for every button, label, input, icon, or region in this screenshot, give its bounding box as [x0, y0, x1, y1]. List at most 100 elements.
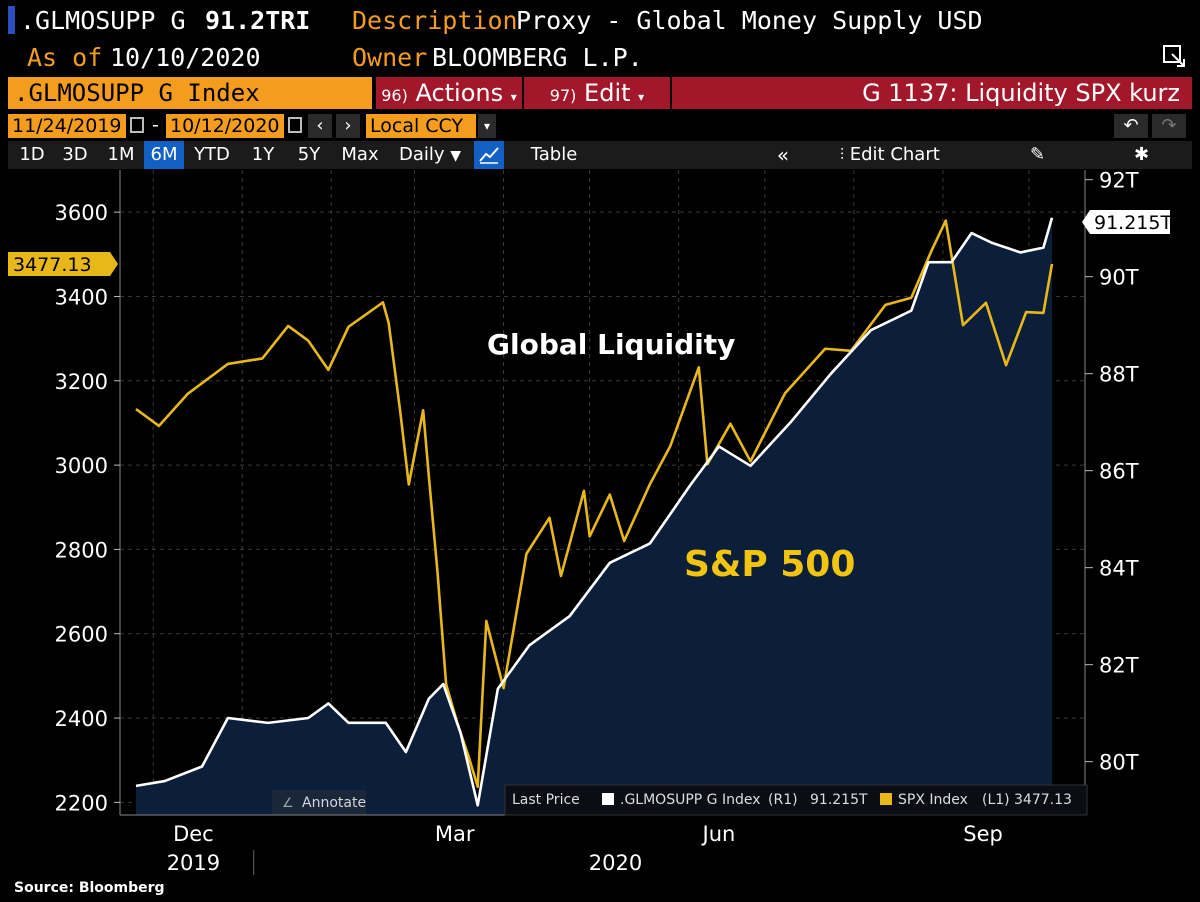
gear-icon: ✱	[1134, 144, 1150, 165]
x-tick-label: Sep	[963, 822, 1003, 846]
liquidity-last-tag: 91.215T	[1082, 210, 1172, 234]
left-tick-label: 2400	[55, 707, 108, 731]
currency-select[interactable]: Local CCY	[366, 114, 476, 138]
left-tick-label: 3200	[55, 370, 108, 394]
chart-title-bar: G 1137: Liquidity SPX kurz	[672, 77, 1192, 109]
liquidity-last-value: 91.215T	[1094, 212, 1172, 234]
x-tick-label: Mar	[435, 822, 475, 846]
actions-number: 96)	[381, 86, 408, 105]
right-tick-label: 82T	[1099, 654, 1139, 678]
chevron-down-icon: ▾	[638, 90, 645, 104]
end-date-field[interactable]: 10/12/2020	[166, 114, 284, 138]
x-axis: Dec Mar Jun Sep 2019 2020	[120, 814, 1085, 875]
left-tick-label: 2800	[55, 538, 108, 562]
legend-liquidity-axis: (R1)	[768, 792, 798, 808]
annotation-sp500: S&P 500	[684, 544, 855, 585]
ticker-symbol: .GLMOSUPP G	[20, 6, 186, 35]
annotation-global-liquidity: Global Liquidity	[487, 328, 735, 361]
pencil-icon: ✎	[1030, 144, 1046, 165]
caret-down-icon: ▼	[450, 148, 462, 164]
currency-dropdown-button[interactable]: ▾	[478, 114, 496, 138]
line-chart-icon	[479, 147, 499, 164]
right-tick-label: 88T	[1099, 363, 1139, 387]
range-max[interactable]: Max	[341, 144, 379, 165]
chevron-down-icon: ▾	[483, 119, 491, 133]
edit-menu[interactable]: 97) Edit ▾	[524, 77, 670, 109]
asof-label: As of	[27, 43, 103, 72]
next-period-button[interactable]: ›	[336, 114, 360, 138]
redo-icon: ↷	[1161, 115, 1177, 136]
range-5y[interactable]: 5Y	[297, 144, 321, 165]
left-tick-label: 3400	[55, 285, 108, 309]
range-3d[interactable]: 3D	[62, 144, 88, 165]
expand-icon[interactable]	[1162, 44, 1186, 68]
range-1y[interactable]: 1Y	[251, 144, 275, 165]
owner-label: Owner	[352, 43, 428, 72]
line-chart-toggle[interactable]	[474, 141, 504, 169]
actions-menu[interactable]: 96) Actions ▾	[376, 77, 522, 109]
undo-button[interactable]: ↶	[1114, 114, 1148, 138]
calendar-icon[interactable]	[288, 117, 302, 133]
description-label: Description	[352, 6, 518, 35]
legend: Last Price .GLMOSUPP G Index (R1) 91.215…	[504, 784, 1088, 816]
left-tick-label: 2600	[55, 623, 108, 647]
table-button[interactable]: Table	[530, 144, 578, 165]
chevron-down-icon: ▾	[510, 90, 517, 104]
right-tick-label: 90T	[1099, 266, 1139, 290]
redo-button[interactable]: ↷	[1152, 114, 1186, 138]
edit-chart-button[interactable]: ⫶ Edit Chart	[840, 141, 940, 169]
range-6m[interactable]: 6M	[144, 141, 184, 169]
spx-line	[135, 219, 1054, 789]
last-value: 91.2TRI	[205, 6, 311, 35]
collapse-button[interactable]: «	[770, 141, 796, 169]
x-year-label: 2020	[589, 851, 642, 875]
date-separator: -	[152, 114, 159, 136]
range-buttons: 1D 3D 1M 6M YTD 1Y 5Y Max Daily ▼ Table	[12, 141, 604, 169]
description-value: Proxy - Global Money Supply USD	[516, 6, 983, 35]
edit-pencil-button[interactable]: ✎	[1030, 141, 1045, 169]
right-tick-label: 86T	[1099, 460, 1139, 484]
undo-icon: ↶	[1123, 115, 1139, 136]
start-date-field[interactable]: 11/24/2019	[8, 114, 126, 138]
edit-label: Edit	[584, 79, 631, 107]
legend-prefix: Last Price	[512, 792, 580, 808]
legend-spx-name: SPX Index	[898, 792, 968, 808]
chevron-right-icon: ›	[344, 115, 352, 136]
spx-last-value: 3477.13	[13, 254, 92, 276]
legend-liquidity-name: .GLMOSUPP G Index	[620, 792, 761, 808]
legend-spx-value: 3477.13	[1014, 792, 1072, 808]
annotate-button[interactable]: ∠ Annotate	[272, 790, 366, 814]
edit-number: 97)	[549, 86, 577, 105]
frequency-select[interactable]: Daily ▼	[398, 144, 462, 165]
annotate-icon: ∠	[282, 796, 294, 811]
left-tick-label: 3600	[55, 201, 108, 225]
bar-chart-icon: ⫶	[840, 145, 845, 164]
right-axis: 80T 82T 84T 86T 88T 90T 92T	[1084, 170, 1139, 815]
left-axis: 2200 2400 2600 2800 3000 3200 3400 3600	[55, 170, 121, 815]
ticker-marker	[8, 6, 15, 34]
edit-chart-label: Edit Chart	[849, 144, 940, 165]
asof-value: 10/10/2020	[110, 43, 261, 72]
range-1d[interactable]: 1D	[19, 144, 45, 165]
liquidity-area	[136, 217, 1052, 815]
double-chevron-left-icon: «	[776, 143, 790, 167]
right-tick-label: 80T	[1099, 751, 1139, 775]
spx-last-tag: 3477.13	[8, 252, 118, 276]
range-1m[interactable]: 1M	[107, 144, 135, 165]
settings-button[interactable]: ✱	[1134, 141, 1149, 169]
legend-spx-axis: (L1)	[982, 792, 1010, 808]
security-field[interactable]: .GLMOSUPP G Index	[8, 77, 372, 109]
x-tick-label: Jun	[701, 822, 736, 846]
legend-spx-swatch	[880, 793, 892, 805]
range-bar	[8, 141, 1192, 169]
range-ytd[interactable]: YTD	[194, 144, 230, 165]
legend-liquidity-swatch	[602, 793, 614, 805]
calendar-icon[interactable]	[130, 117, 144, 133]
x-year-label: 2019	[167, 851, 220, 875]
right-tick-label: 84T	[1099, 557, 1139, 581]
source-label: Source: Bloomberg	[14, 880, 165, 896]
prev-period-button[interactable]: ‹	[308, 114, 332, 138]
liquidity-line	[135, 217, 1054, 807]
chevron-left-icon: ‹	[316, 115, 324, 136]
